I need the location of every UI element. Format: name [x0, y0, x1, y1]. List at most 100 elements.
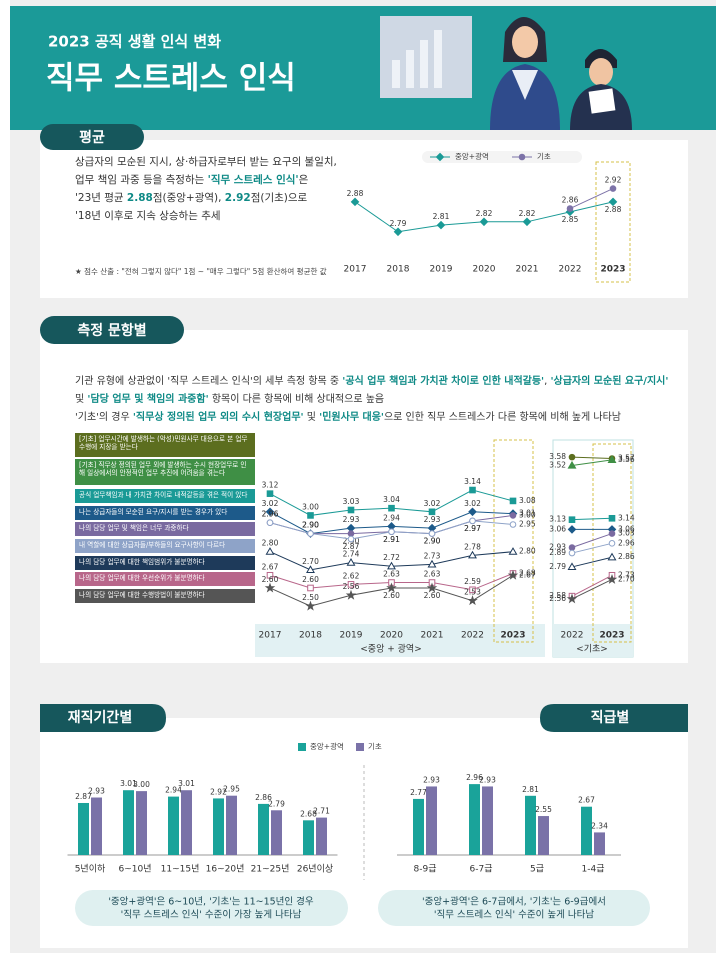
marker: [568, 549, 576, 557]
marker: [347, 581, 355, 588]
bar: [213, 798, 224, 855]
board-bar: [434, 30, 442, 88]
marker: [347, 530, 355, 537]
section-heading: 평균: [79, 129, 105, 146]
legend-label: 중앙+광역: [455, 151, 489, 161]
paragraph-line: '기초'의 경우 '직무상 정의된 업무 외의 수시 현장업무' 및 '민원사무…: [75, 410, 621, 423]
data-label: 2.50: [302, 593, 319, 602]
marker: [509, 512, 517, 519]
highlight-box: [595, 161, 631, 283]
data-label: 2.96: [262, 510, 279, 519]
x-tick-label: 2021: [421, 631, 444, 641]
bar: [136, 791, 147, 855]
marker: [266, 490, 274, 497]
legend-item: 공식 업무책임과 내 가치관 차이로 내적갈등을 겪은 적이 있다: [75, 489, 255, 503]
legend-item: 나의 담당 업무에 대한 수행방법이 불분명하다: [75, 589, 255, 603]
x-tick-label: 2023: [599, 631, 624, 641]
bar: [525, 795, 536, 855]
caption: '직무 스트레스 인식' 수준이 가장 높게 나타남: [121, 910, 302, 921]
data-label: 3.03: [618, 529, 635, 538]
axis-band: [255, 624, 545, 657]
data-label: 3.58: [549, 452, 566, 461]
data-label: 3.14: [464, 477, 481, 486]
data-label: 2.78: [464, 542, 481, 551]
marker: [568, 544, 576, 551]
marker: [265, 507, 275, 517]
legend-item: 나의 담당 업무에 대한 책임범위가 불분명하다: [75, 556, 255, 570]
highlight: '민원사무 대응': [319, 410, 384, 423]
section-tab: [540, 704, 688, 732]
legend-label: 나의 담당 업무에 대한 우선순위가 불분명하다: [75, 572, 255, 586]
legend-item: [기초] 직무상 정의된 업무 외에 발생하는 수시 현장업무로 인해 일상에서…: [75, 459, 255, 485]
legend-item: 내 역할에 대한 상급자들/부하들의 요구사항이 다르다: [75, 539, 255, 553]
marker: [508, 547, 518, 555]
x-tick-label: 2017: [259, 631, 282, 641]
x-tick-label: 2022: [561, 631, 584, 641]
bar: [482, 786, 493, 855]
marker: [345, 589, 357, 600]
bar: [168, 796, 179, 855]
data-label: 3.00: [133, 780, 150, 789]
data-label: 2.67: [578, 796, 595, 805]
text-segment: 및: [304, 411, 320, 423]
x-tick-label: 8-9급: [414, 864, 437, 875]
bar: [426, 786, 437, 855]
highlight: 2.88: [127, 192, 153, 204]
caption: '직무 스트레스 인식' 수준이 높게 나타남: [434, 910, 594, 921]
data-label: 2.71: [313, 807, 330, 816]
marker: [608, 530, 616, 537]
text-segment: 점(중앙+광역),: [153, 192, 225, 204]
bar: [226, 795, 237, 855]
data-label: 2.96: [466, 773, 483, 782]
marker: [608, 514, 616, 522]
paragraph-line: '23년 평균 2.88점(중앙+광역), 2.92점(기초)으로: [75, 192, 308, 204]
data-label: 2.70: [302, 557, 319, 566]
marker: [568, 516, 576, 523]
bar: [413, 798, 424, 855]
x-tick-label: 2022: [559, 265, 582, 275]
x-tick-label: 2019: [340, 631, 363, 641]
data-label: 2.93: [88, 787, 105, 796]
caption-box: [75, 890, 348, 926]
marker: [522, 217, 532, 227]
legend-label: 나의 담당 업무 및 책임은 너무 과중하다: [75, 522, 255, 536]
marker: [608, 197, 618, 207]
marker: [388, 528, 395, 536]
paragraph-line: 및 '담당 업무 및 책임의 과중함' 항목이 다른 항목에 비해 상대적으로 …: [75, 392, 384, 405]
text-segment: 업무 책임 과중 등을 측정하는: [75, 173, 208, 186]
legend-label: 나의 담당 업무에 대한 책임범위가 불분명하다: [75, 556, 255, 570]
data-label: 2.93: [549, 542, 566, 551]
x-tick-label: 2020: [473, 265, 496, 275]
x-tick-label: 26년이상: [297, 864, 333, 875]
man-paper: [588, 88, 616, 114]
bar: [78, 802, 89, 855]
data-label: 2.93: [424, 515, 441, 524]
legend-item: 나의 담당 업무 및 책임은 너무 과중하다: [75, 522, 255, 536]
legend-box: [422, 151, 582, 163]
data-label: 2.59: [464, 577, 481, 586]
marker: [509, 497, 517, 505]
data-label: 3.00: [302, 502, 319, 511]
x-tick-label: 2019: [430, 265, 453, 275]
data-label: 2.94: [383, 513, 400, 522]
x-tick-label: 2021: [516, 265, 539, 275]
marker: [468, 550, 477, 559]
marker: [306, 565, 315, 573]
marker: [388, 504, 395, 512]
data-label: 3.56: [618, 455, 635, 464]
bar: [303, 820, 314, 855]
marker: [386, 582, 397, 593]
data-label: 2.86: [562, 196, 579, 205]
data-label: 3.08: [519, 496, 536, 505]
data-label: 2.60: [424, 591, 441, 600]
data-label: 2.60: [302, 575, 319, 584]
data-label: 2.90: [424, 537, 441, 546]
section-tab: [40, 316, 184, 344]
marker: [469, 486, 476, 494]
series-line: [571, 456, 613, 460]
board-bar: [392, 60, 400, 88]
text-segment: '23년 평균: [75, 192, 127, 204]
data-label: 2.97: [464, 524, 481, 533]
data-label: 3.02: [464, 499, 481, 508]
marker: [469, 586, 476, 594]
